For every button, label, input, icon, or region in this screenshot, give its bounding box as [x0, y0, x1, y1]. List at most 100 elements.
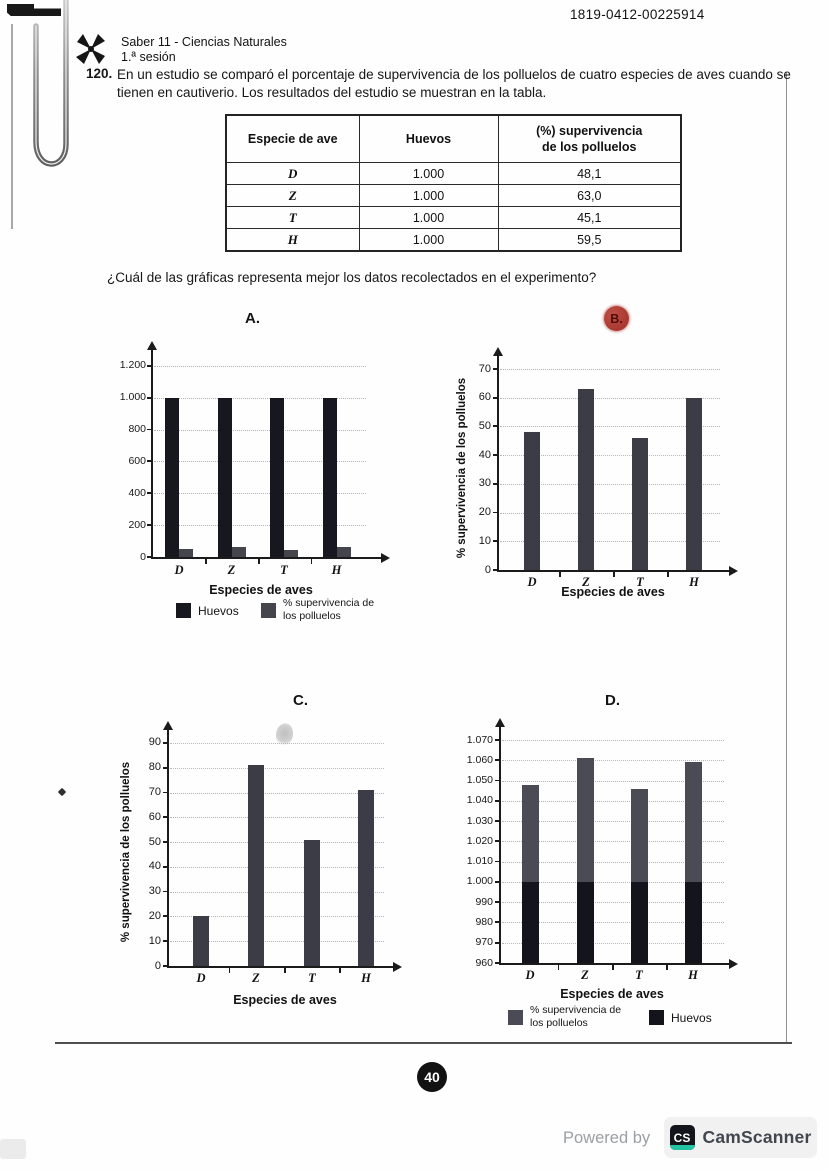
y-axis — [151, 350, 154, 559]
x-category-label: T — [635, 968, 643, 982]
legend-label: Huevos — [671, 1010, 712, 1025]
y-tick-label: 0 — [154, 959, 161, 972]
option-label-c: C. — [293, 692, 308, 709]
y-tick — [163, 915, 169, 918]
bar — [686, 397, 702, 570]
y-tick — [495, 759, 501, 762]
x-category-label: H — [331, 563, 342, 577]
x-category-label: Z — [582, 575, 590, 589]
y-tick — [493, 569, 499, 571]
y-tick-label: 10 — [148, 934, 161, 947]
x-axis-arrow — [381, 553, 390, 564]
table-row: H 1.000 59,5 — [225, 228, 682, 252]
bar — [270, 397, 284, 557]
y-axis-arrow — [163, 721, 173, 730]
y-tick-label: 1.200 — [119, 359, 146, 372]
y-tick-label: 50 — [478, 419, 491, 432]
gridline — [154, 461, 366, 463]
y-tick — [147, 428, 153, 431]
y-tick-label: 400 — [128, 486, 146, 499]
legend-label: % supervivencia de los polluelos — [530, 1004, 622, 1029]
table-head: Especie de ave Huevos (%) supervivencia de… — [225, 114, 682, 163]
question-text: En un estudio se comparó el porcentaje d… — [117, 67, 791, 100]
x-axis — [151, 557, 382, 560]
gridline — [502, 922, 724, 924]
x-category-label: H — [688, 968, 698, 982]
y-tick — [495, 921, 501, 924]
x-tick — [559, 572, 561, 577]
option-label-d: D. — [605, 692, 620, 709]
y-tick-label: 70 — [478, 362, 491, 375]
y-tick — [163, 841, 169, 843]
gridline — [502, 760, 724, 762]
legend-label: % supervivencia de los polluelos — [283, 597, 375, 622]
bar — [632, 437, 648, 570]
bar — [521, 881, 539, 963]
y-tick — [147, 460, 153, 463]
y-tick — [495, 941, 501, 944]
x-category-label: Z — [227, 563, 236, 577]
table-cell: 1.000 — [358, 228, 499, 252]
gridline — [154, 525, 366, 527]
bar — [630, 881, 648, 963]
x-axis — [497, 570, 730, 573]
y-tick-label: 20 — [478, 506, 491, 519]
table-row: D 1.000 48,1 — [225, 162, 682, 185]
gridline — [170, 842, 384, 844]
y-tick-label: 980 — [475, 915, 493, 928]
bar — [576, 758, 594, 882]
y-tick-label: 1.000 — [466, 875, 493, 888]
y-tick-label: 800 — [128, 423, 146, 436]
x-tick — [666, 965, 668, 970]
x-axis-arrow — [729, 566, 738, 577]
species-cell: T — [225, 206, 360, 229]
gridline — [154, 493, 366, 495]
y-tick-label: 0 — [140, 550, 146, 563]
bar — [193, 916, 209, 966]
y-tick-label: 1.020 — [466, 834, 493, 847]
gridline — [154, 397, 366, 399]
y-tick-label: 1.040 — [466, 794, 493, 807]
legend-item-supervivencia: % supervivencia de los polluelos — [508, 1004, 634, 1030]
y-tick — [495, 962, 501, 964]
y-tick-label: 30 — [478, 477, 491, 490]
page-number-badge: 40 — [417, 1062, 447, 1092]
table-cell: 48,1 — [497, 162, 682, 185]
y-tick-label: 1.010 — [466, 855, 493, 868]
x-axis — [167, 966, 394, 969]
data-table: Especie de ave Huevos (%) supervivencia de… — [225, 114, 682, 252]
y-tick-label: 960 — [475, 956, 493, 969]
y-tick-label: 970 — [475, 936, 493, 949]
y-tick — [163, 965, 169, 967]
bar — [304, 839, 320, 966]
gridline — [502, 861, 724, 863]
exam-title: Saber 11 - Ciencias Naturales — [121, 35, 287, 49]
camscanner-logo-icon: CS — [669, 1125, 695, 1150]
gridline — [500, 369, 720, 371]
bar — [336, 547, 351, 557]
bar — [284, 549, 298, 557]
y-tick-label: 1.060 — [466, 753, 493, 766]
x-category-label: D — [174, 563, 184, 577]
table-cell: 1.000 — [358, 206, 499, 229]
gridline — [502, 740, 724, 742]
camscanner-brand-text: CamScanner — [702, 1127, 812, 1147]
option-marker-b-selected: B. — [604, 306, 629, 331]
gridline — [502, 821, 724, 823]
legend-swatch-gray — [508, 1009, 523, 1025]
species-cell: H — [225, 228, 360, 252]
y-tick — [493, 425, 499, 428]
table-header-cell: Huevos — [358, 114, 499, 163]
table-cell: 1.000 — [358, 184, 499, 207]
gridline — [170, 817, 384, 819]
bar — [358, 790, 374, 966]
gridline — [170, 941, 384, 943]
option-label-a: A. — [245, 310, 260, 327]
species-cell: Z — [225, 184, 360, 207]
y-tick-label: 30 — [148, 885, 161, 898]
camscanner-logo-text: CS — [673, 1130, 691, 1145]
y-tick — [493, 396, 499, 399]
exam-code: 1819-0412-00225914 — [570, 7, 705, 22]
x-tick — [613, 572, 615, 577]
